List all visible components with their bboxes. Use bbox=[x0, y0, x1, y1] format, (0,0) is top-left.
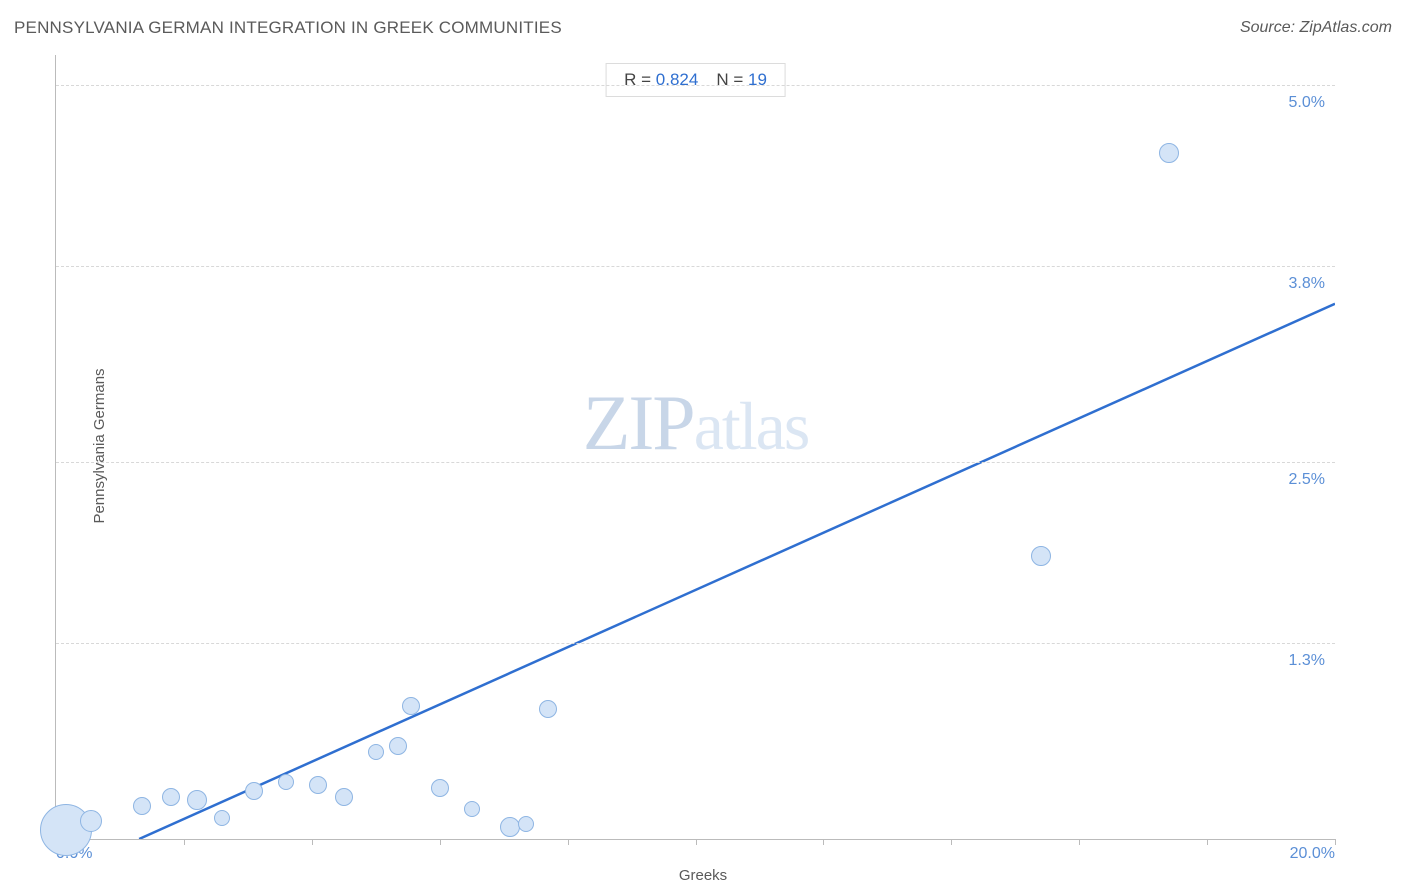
x-tick bbox=[823, 839, 824, 845]
data-point bbox=[464, 801, 480, 817]
stats-box: R = 0.824 N = 19 bbox=[605, 63, 786, 97]
y-tick-label: 1.3% bbox=[1289, 652, 1325, 670]
data-point bbox=[278, 774, 294, 790]
data-point bbox=[309, 776, 327, 794]
x-tick bbox=[1207, 839, 1208, 845]
trend-line-layer bbox=[56, 55, 1335, 839]
x-end-label: 20.0% bbox=[1290, 845, 1335, 863]
data-point bbox=[500, 817, 520, 837]
data-point bbox=[80, 810, 102, 832]
gridline bbox=[56, 85, 1335, 86]
stat-n: N = 19 bbox=[716, 70, 767, 90]
data-point bbox=[245, 782, 263, 800]
x-tick bbox=[312, 839, 313, 845]
x-tick bbox=[568, 839, 569, 845]
watermark: ZIPatlas bbox=[583, 378, 809, 468]
data-point bbox=[187, 790, 207, 810]
data-point bbox=[368, 744, 384, 760]
watermark-prefix: ZIP bbox=[583, 379, 694, 466]
gridline bbox=[56, 266, 1335, 267]
stat-r: R = 0.824 bbox=[624, 70, 698, 90]
gridline bbox=[56, 643, 1335, 644]
x-tick bbox=[696, 839, 697, 845]
data-point bbox=[431, 779, 449, 797]
stat-n-label: N = bbox=[716, 70, 743, 89]
data-point bbox=[1031, 546, 1051, 566]
chart-header: PENNSYLVANIA GERMAN INTEGRATION IN GREEK… bbox=[14, 18, 1392, 38]
stat-r-value: 0.824 bbox=[656, 70, 699, 89]
chart-title: PENNSYLVANIA GERMAN INTEGRATION IN GREEK… bbox=[14, 18, 562, 38]
y-tick-label: 5.0% bbox=[1289, 94, 1325, 112]
data-point bbox=[214, 810, 230, 826]
x-axis-label: Greeks bbox=[679, 867, 727, 884]
data-point bbox=[402, 697, 420, 715]
chart-source: Source: ZipAtlas.com bbox=[1240, 19, 1392, 37]
x-tick bbox=[440, 839, 441, 845]
watermark-suffix: atlas bbox=[694, 388, 809, 464]
data-point bbox=[335, 788, 353, 806]
scatter-chart: ZIPatlas R = 0.824 N = 19 1.3% 2.5% 3.8% 5.… bbox=[55, 55, 1335, 840]
stat-r-label: R = bbox=[624, 70, 651, 89]
data-point bbox=[133, 797, 151, 815]
trend-line bbox=[139, 304, 1335, 839]
data-point bbox=[518, 816, 534, 832]
gridline bbox=[56, 462, 1335, 463]
data-point bbox=[389, 737, 407, 755]
data-point bbox=[1159, 143, 1179, 163]
x-tick bbox=[1335, 839, 1336, 845]
stat-n-value: 19 bbox=[748, 70, 767, 89]
data-point bbox=[162, 788, 180, 806]
y-tick-label: 2.5% bbox=[1289, 471, 1325, 489]
data-point bbox=[539, 700, 557, 718]
x-tick bbox=[184, 839, 185, 845]
x-tick bbox=[1079, 839, 1080, 845]
y-tick-label: 3.8% bbox=[1289, 275, 1325, 293]
x-tick bbox=[951, 839, 952, 845]
